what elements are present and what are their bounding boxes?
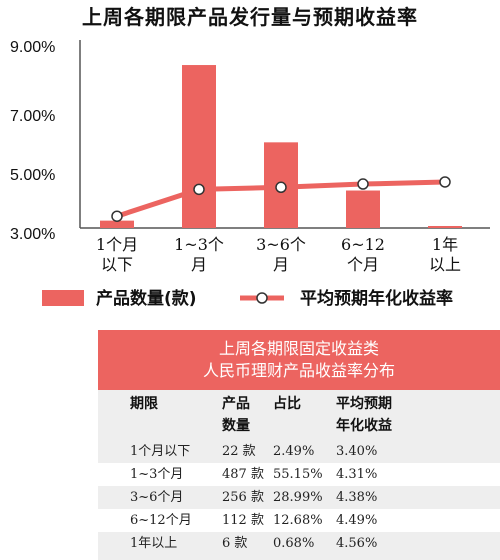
table-title-line-2: 人民币理财产品收益率分布: [202, 361, 395, 380]
table-row: 1~3个月 487 款 55.15% 4.31%: [98, 463, 500, 486]
table-title-line-1: 上周各期限固定收益类: [218, 339, 379, 358]
x-tick-label: 1年: [432, 235, 458, 254]
x-tick-label: 1~3个: [174, 235, 224, 254]
table-header-cell: 产品: [222, 396, 250, 412]
table-cell: 3~6个月: [130, 490, 184, 505]
x-tick-label: 1个月: [96, 235, 138, 254]
line-point: [275, 181, 287, 194]
line-point: [193, 183, 205, 196]
table-row: 1年以上 6 款 0.68% 4.56%: [98, 532, 500, 555]
table-header-cell: 期限: [130, 396, 158, 412]
table-cell: 4.31%: [336, 467, 378, 482]
table-cell: 12.68%: [273, 513, 323, 528]
line-point: [439, 176, 451, 188]
x-tick-label: 以下: [101, 255, 133, 274]
x-tick-label: 6~12: [341, 235, 385, 254]
y-tick-label: 5.00%: [10, 167, 55, 184]
x-tick-label: 月: [273, 255, 289, 274]
table-title: 上周各期限固定收益类 人民币理财产品收益率分布: [98, 330, 500, 390]
table-cell: 487 款: [222, 467, 264, 482]
table-cell: 1年以上: [130, 536, 178, 551]
table-header-cell: 平均预期: [336, 396, 392, 412]
summary-table: 上周各期限固定收益类 人民币理财产品收益率分布 期限 产品数量 占比 平均预期年化收益…: [98, 330, 500, 560]
table-cell: 6 款: [222, 536, 248, 551]
line-point: [357, 178, 369, 190]
bar: [428, 225, 462, 228]
table-cell: 22 款: [222, 444, 256, 459]
table-header-cell: 数量: [222, 418, 250, 434]
x-tick-label: 月: [191, 255, 207, 274]
table-cell: 1个月以下: [130, 444, 191, 459]
x-tick-label: 以上: [429, 255, 461, 274]
bar: [100, 220, 134, 228]
table-row: 1个月以下 22 款 2.49% 3.40%: [98, 440, 500, 463]
table-cell: 0.68%: [273, 536, 315, 551]
table-cell: 3.40%: [336, 444, 378, 459]
bar: [346, 190, 380, 228]
table-row: 6~12个月 112 款 12.68% 4.49%: [98, 509, 500, 532]
table-cell: 4.56%: [336, 536, 378, 551]
legend-line-label: 平均预期年化收益率: [300, 288, 453, 309]
table-cell: 1~3个月: [130, 467, 184, 482]
legend-line-marker: [256, 292, 268, 304]
chart-svg: 9.00%7.00%5.00%3.00%1个月以下1~3个月3~6个月6~12个…: [10, 39, 490, 309]
table-header-cell: 年化收益: [336, 418, 392, 434]
table-cell: 55.15%: [273, 467, 323, 482]
y-tick-label: 9.00%: [10, 39, 55, 56]
legend-bar-label: 产品数量(款): [96, 288, 197, 309]
table-header-cell: 占比: [273, 396, 301, 412]
line-point: [111, 210, 123, 222]
y-tick-label: 7.00%: [10, 108, 55, 125]
table-cell: 4.49%: [336, 513, 378, 528]
table-cell: 4.38%: [336, 490, 378, 505]
x-tick-label: 3~6个: [256, 235, 306, 254]
x-tick-label: 个月: [347, 255, 379, 274]
table-cell: 6~12个月: [130, 513, 192, 528]
table-cell: 256 款: [222, 490, 264, 505]
table-cell: 2.49%: [273, 444, 315, 459]
legend-bar-swatch: [42, 290, 84, 306]
chart-title: 上周各期限产品发行量与预期收益率: [82, 5, 418, 29]
table-row: 3~6个月 256 款 28.99% 4.38%: [98, 486, 500, 509]
bar: [182, 65, 216, 229]
table-cell: 112 款: [222, 513, 264, 528]
y-tick-label: 3.00%: [10, 226, 55, 243]
table-cell: 28.99%: [273, 490, 323, 505]
